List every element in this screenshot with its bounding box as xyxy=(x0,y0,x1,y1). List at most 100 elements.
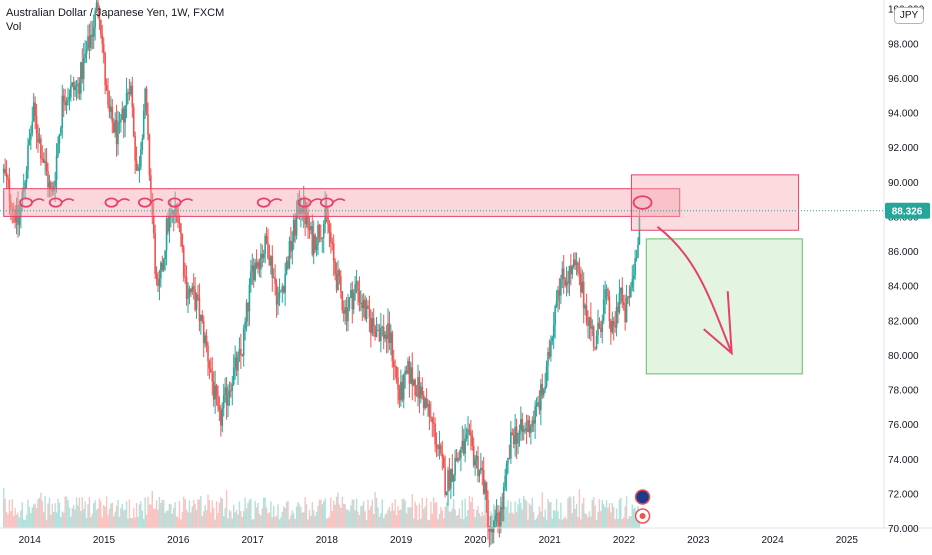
volume-bar xyxy=(444,506,446,528)
candle-body xyxy=(410,367,412,384)
volume-bar xyxy=(277,504,279,528)
price-axis[interactable]: 70.000 72.000 74.000 76.000 78.000 80.000 82.0… xyxy=(888,5,925,535)
volume-bar xyxy=(565,519,568,528)
candle-body xyxy=(375,330,378,337)
volume-bar xyxy=(157,509,159,528)
candle-body xyxy=(470,431,472,436)
volume-bar xyxy=(378,516,381,528)
candle-body xyxy=(65,100,68,106)
candle-body xyxy=(344,307,346,314)
volume-bar xyxy=(335,496,338,528)
candle-body xyxy=(242,329,245,356)
candle-body xyxy=(592,326,595,347)
x-tick-label: 2020 xyxy=(464,535,487,546)
candle-body xyxy=(54,180,56,188)
candle-body xyxy=(347,308,349,322)
volume-bar xyxy=(491,514,493,528)
candle-body xyxy=(192,286,195,290)
volume-bar xyxy=(237,514,239,528)
volume-bar xyxy=(477,506,479,528)
volume-bar xyxy=(217,513,219,528)
volume-bar xyxy=(614,519,616,528)
volume-bar xyxy=(358,515,361,528)
candle-body xyxy=(591,326,594,329)
candle-body xyxy=(204,335,206,344)
candle-body xyxy=(5,173,8,178)
currency-button[interactable]: JPY xyxy=(894,7,924,24)
candle-body xyxy=(601,320,604,332)
volume-bar xyxy=(365,519,368,528)
y-tick-label: 96.000 xyxy=(888,74,919,85)
y-tick-label: 84.000 xyxy=(888,282,919,293)
candle-body xyxy=(155,273,158,280)
volume-bar xyxy=(534,519,536,528)
time-axis[interactable]: 2014 2015 2016 2017 2018 2019 2020 2021 2022 2023… xyxy=(19,535,859,546)
volume-bar xyxy=(558,519,561,528)
volume-bar xyxy=(224,508,226,528)
volume-bar xyxy=(364,511,366,528)
indicator-label[interactable]: Vol xyxy=(6,21,22,33)
candle-body xyxy=(208,361,211,369)
candle-body xyxy=(427,404,429,408)
volume-bar xyxy=(24,519,26,528)
volume-bar xyxy=(630,516,632,528)
volume-bar xyxy=(585,514,588,528)
volume-bar xyxy=(533,512,535,528)
candle-body xyxy=(164,250,166,259)
volume-bar xyxy=(560,502,562,528)
projection-arrow[interactable] xyxy=(656,225,733,356)
candle-body xyxy=(297,199,299,215)
volume-bar xyxy=(584,513,586,528)
candle-body xyxy=(127,92,129,94)
volume-bar xyxy=(15,514,18,528)
drawing-zones[interactable] xyxy=(0,174,884,375)
volume-bar xyxy=(505,506,508,528)
candle-body xyxy=(160,262,162,279)
volume-bar xyxy=(347,509,349,528)
candle-body xyxy=(240,348,242,356)
candle-body xyxy=(337,270,339,290)
chart-legend: Australian Dollar / Japanese Yen, 1W, FX… xyxy=(6,6,224,34)
candle-body xyxy=(31,121,34,134)
volume-bar xyxy=(410,507,412,528)
volume-bar xyxy=(573,496,575,528)
candle-body xyxy=(365,305,368,319)
volume-bar xyxy=(435,501,438,528)
candle-body xyxy=(140,149,142,167)
candle-body xyxy=(544,386,546,390)
candle-body xyxy=(565,281,568,286)
candle-body xyxy=(531,420,534,427)
candle-body xyxy=(535,402,538,407)
volume-bar xyxy=(74,509,76,528)
volume-bar xyxy=(194,504,196,528)
candle-body xyxy=(191,286,194,293)
volume-bar xyxy=(95,509,98,528)
volume-bar xyxy=(381,499,383,528)
candle-body xyxy=(257,261,259,268)
candle-body xyxy=(70,85,72,98)
event-flags[interactable] xyxy=(634,489,651,524)
candle-body xyxy=(72,82,75,91)
x-tick-label: 2014 xyxy=(19,535,42,546)
volume-bar xyxy=(467,509,469,528)
volume-bar xyxy=(437,519,439,528)
candle-body xyxy=(341,291,344,311)
candle-body xyxy=(35,116,38,134)
candle-body xyxy=(94,10,96,28)
volume-bar xyxy=(530,505,532,528)
volume-bar xyxy=(30,512,32,528)
volume-bar xyxy=(601,500,603,528)
volume-bars xyxy=(3,488,641,528)
candle-body xyxy=(392,360,395,367)
volume-bar xyxy=(17,512,19,528)
volume-bar xyxy=(267,513,269,528)
candle-body xyxy=(8,179,11,202)
y-tick-label: 70.000 xyxy=(888,524,919,535)
candle-body xyxy=(78,83,81,94)
candle-body xyxy=(157,279,159,286)
candle-body xyxy=(634,258,636,276)
candle-body xyxy=(102,44,105,54)
symbol-title[interactable]: Australian Dollar / Japanese Yen, 1W, FX… xyxy=(6,7,225,19)
